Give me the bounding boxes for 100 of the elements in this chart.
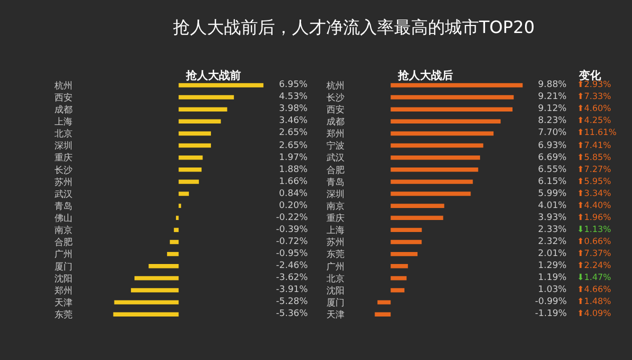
y-tick-label: 苏州 bbox=[326, 237, 344, 248]
bar bbox=[174, 228, 179, 232]
bar bbox=[374, 312, 391, 316]
data-label: ⬆7.33% bbox=[577, 92, 612, 102]
y-tick-label: 武汉 bbox=[54, 188, 73, 200]
y-tick-label: 重庆 bbox=[326, 213, 344, 224]
y-tick-label: 东莞 bbox=[54, 310, 73, 321]
y-tick-label: 杭州 bbox=[325, 80, 344, 92]
data-label: 2.65% bbox=[279, 141, 308, 151]
data-label: 0.84% bbox=[279, 189, 308, 199]
bar bbox=[178, 155, 203, 160]
y-tick-label: 广州 bbox=[54, 249, 73, 260]
data-label: 0.20% bbox=[279, 201, 308, 211]
y-tick-label: 广州 bbox=[326, 261, 344, 272]
bar bbox=[390, 204, 444, 208]
data-label: ⬆7.27% bbox=[577, 165, 612, 175]
bar bbox=[390, 240, 422, 244]
y-tick-label: 合肥 bbox=[326, 164, 344, 176]
bar bbox=[390, 180, 473, 184]
data-label: 6.69% bbox=[538, 153, 568, 163]
y-tick-label: 天津 bbox=[326, 310, 344, 321]
y-tick-label: 厦门 bbox=[326, 297, 344, 308]
bar bbox=[178, 131, 211, 136]
y-tick-label: 北京 bbox=[326, 273, 344, 284]
data-label: -5.36% bbox=[276, 309, 308, 319]
bar bbox=[390, 119, 501, 124]
data-label: 1.66% bbox=[279, 177, 308, 187]
data-label: ⬆4.09% bbox=[577, 309, 612, 319]
bar bbox=[390, 276, 407, 280]
y-tick-label: 南京 bbox=[326, 200, 344, 212]
data-label: 3.93% bbox=[538, 213, 568, 223]
data-label: 1.88% bbox=[279, 165, 308, 175]
data-label: ⬇1.47% bbox=[577, 273, 612, 283]
data-label: -0.39% bbox=[276, 225, 308, 235]
y-tick-label: 合肥 bbox=[54, 237, 73, 248]
data-label: 5.99% bbox=[538, 189, 568, 199]
data-label: 9.21% bbox=[538, 92, 568, 102]
data-label: 2.33% bbox=[538, 225, 568, 235]
bar bbox=[390, 95, 514, 100]
bar bbox=[390, 264, 408, 268]
data-label: ⬆2.93% bbox=[577, 80, 612, 90]
data-label: ⬆7.37% bbox=[577, 249, 612, 259]
data-label: -0.72% bbox=[276, 237, 308, 247]
bar bbox=[170, 240, 179, 244]
data-label: ⬆1.48% bbox=[577, 297, 612, 307]
data-label: ⬆5.95% bbox=[577, 177, 612, 187]
chart-title: 抢人大战后 bbox=[397, 69, 453, 82]
bar bbox=[390, 192, 471, 196]
bar bbox=[390, 143, 484, 148]
y-tick-label: 深圳 bbox=[326, 188, 344, 200]
bar bbox=[178, 192, 189, 196]
bar bbox=[390, 107, 513, 112]
data-label: 1.29% bbox=[538, 261, 568, 271]
data-label: ⬆3.34% bbox=[577, 189, 612, 199]
data-label: ⬆2.24% bbox=[577, 261, 612, 271]
bar bbox=[114, 300, 179, 304]
text: 变化 bbox=[578, 69, 602, 82]
bar bbox=[390, 155, 480, 160]
data-label: 6.55% bbox=[538, 165, 568, 175]
y-tick-label: 宁波 bbox=[326, 140, 344, 152]
y-tick-label: 南京 bbox=[54, 225, 73, 236]
y-tick-label: 长沙 bbox=[326, 92, 344, 104]
data-label: -0.99% bbox=[535, 297, 568, 307]
bar bbox=[390, 131, 494, 136]
data-label: ⬆1.96% bbox=[577, 213, 612, 223]
bar bbox=[390, 288, 404, 292]
data-label: 4.53% bbox=[279, 92, 308, 102]
data-label: -3.91% bbox=[276, 285, 308, 295]
y-tick-label: 郑州 bbox=[54, 285, 73, 296]
bar bbox=[178, 168, 202, 172]
data-label: ⬇1.13% bbox=[577, 225, 612, 235]
y-tick-label: 东莞 bbox=[326, 249, 344, 260]
data-label: 2.65% bbox=[279, 128, 308, 138]
bar bbox=[178, 180, 199, 184]
y-tick-label: 厦门 bbox=[54, 261, 73, 272]
data-label: -0.22% bbox=[276, 213, 308, 223]
data-label: 8.23% bbox=[538, 116, 568, 126]
data-label: -1.19% bbox=[535, 309, 568, 319]
y-tick-label: 西安 bbox=[326, 104, 344, 116]
data-label: 3.98% bbox=[279, 104, 308, 114]
y-tick-label: 郑州 bbox=[326, 128, 344, 140]
y-tick-label: 武汉 bbox=[326, 152, 344, 164]
data-label: 9.88% bbox=[538, 80, 568, 90]
text: 抢人大战前后，人才净流入率最高的城市TOP20 bbox=[173, 18, 535, 38]
data-label: ⬆11.61% bbox=[577, 128, 617, 138]
y-tick-label: 上海 bbox=[326, 225, 344, 236]
bar bbox=[390, 216, 444, 220]
data-label: ⬆4.66% bbox=[577, 285, 612, 295]
data-label: -3.62% bbox=[276, 273, 308, 283]
bar bbox=[178, 143, 211, 148]
y-tick-label: 北京 bbox=[54, 128, 73, 140]
y-tick-label: 青岛 bbox=[54, 200, 73, 212]
y-tick-label: 沈阳 bbox=[54, 273, 73, 284]
data-label: ⬆4.25% bbox=[577, 116, 612, 126]
bar bbox=[134, 276, 179, 280]
y-tick-label: 深圳 bbox=[54, 140, 73, 152]
bar bbox=[390, 83, 523, 88]
bar bbox=[390, 252, 418, 256]
bar bbox=[113, 312, 179, 316]
y-tick-label: 杭州 bbox=[54, 80, 73, 92]
